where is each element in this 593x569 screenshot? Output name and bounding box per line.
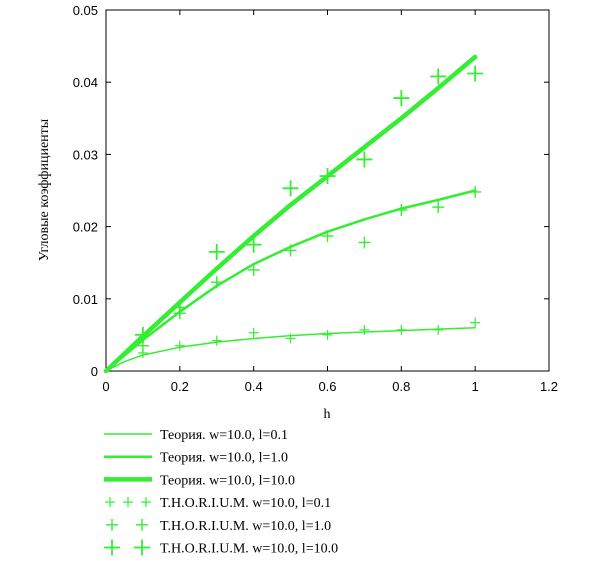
x-tick-label: 0.2: [171, 379, 189, 394]
data-point: [467, 65, 484, 82]
legend-label: Теория. w=10.0, l=10.0: [160, 473, 295, 488]
series-line: [103, 54, 478, 374]
x-tick-label: 0.6: [318, 379, 336, 394]
legend-label: T.H.O.R.I.U.M. w=10.0, l=1.0: [160, 519, 331, 534]
x-tick-label: 0: [102, 379, 109, 394]
data-point: [208, 243, 225, 260]
data-point: [356, 151, 373, 168]
legend-item: Теория. w=10.0, l=10.0: [104, 473, 295, 488]
series-1: [105, 326, 476, 372]
x-axis-title: h: [324, 407, 331, 422]
data-point: [358, 236, 371, 249]
legend-label: T.H.O.R.I.U.M. w=10.0, l=0.1: [160, 496, 331, 511]
series-layer: [103, 54, 484, 374]
data-point: [396, 324, 407, 335]
data-point: [285, 333, 296, 344]
legend-item: Теория. w=10.0, l=0.1: [104, 428, 288, 443]
data-point: [282, 180, 299, 197]
data-point: [322, 329, 333, 340]
y-tick-label: 0.05: [73, 3, 98, 18]
y-tick-label: 0.01: [73, 292, 98, 307]
legend-item: T.H.O.R.I.U.M. w=10.0, l=1.0: [106, 518, 331, 534]
legend-swatch-marker: [136, 518, 148, 531]
data-point: [432, 201, 445, 214]
data-point: [211, 335, 222, 346]
series-3: [103, 54, 478, 374]
data-point: [321, 229, 334, 242]
legend-swatch-marker: [106, 518, 118, 531]
x-tick-label: 0.4: [245, 379, 263, 394]
data-point: [247, 263, 260, 276]
series-5: [136, 185, 482, 352]
data-point: [248, 327, 259, 338]
data-point: [430, 68, 447, 85]
legend-label: Теория. w=10.0, l=0.1: [160, 428, 288, 443]
data-point: [134, 326, 151, 343]
legend-item: T.H.O.R.I.U.M. w=10.0, l=10.0: [104, 539, 338, 557]
legend: Теория. w=10.0, l=0.1 Теория. w=10.0, l=1…: [104, 428, 338, 557]
data-point: [171, 299, 188, 316]
series-2: [104, 189, 477, 373]
data-point: [284, 244, 297, 257]
x-tick-label: 1: [472, 379, 479, 394]
series-line: [104, 189, 477, 373]
series-line: [105, 326, 476, 372]
legend-label: T.H.O.R.I.U.M. w=10.0, l=10.0: [160, 542, 338, 557]
legend-swatch-marker: [104, 539, 120, 556]
x-tick-label: 0.8: [392, 379, 410, 394]
legend-item: Теория. w=10.0, l=1.0: [104, 451, 288, 466]
y-tick-label: 0.04: [73, 75, 98, 90]
y-tick-label: 0: [91, 364, 98, 379]
y-axis-ticks: 0 0.01 0.02 0.03 0.04 0.05: [73, 3, 549, 379]
y-tick-label: 0.03: [73, 147, 98, 162]
data-point: [433, 324, 444, 335]
legend-swatch-marker: [123, 497, 133, 508]
x-axis-ticks: 0 0.2 0.4 0.6 0.8 1 1.2: [102, 10, 558, 394]
legend-label: Теория. w=10.0, l=1.0: [160, 451, 288, 466]
legend-swatch-marker: [134, 539, 150, 556]
legend-item: T.H.O.R.I.U.M. w=10.0, l=0.1: [105, 496, 331, 511]
series-6: [134, 65, 484, 343]
y-tick-label: 0.02: [73, 220, 98, 235]
data-point: [469, 185, 482, 198]
data-point: [174, 340, 185, 351]
series-4: [137, 317, 481, 358]
legend-swatch-marker: [105, 497, 115, 508]
data-point: [245, 236, 262, 253]
data-point: [319, 168, 336, 185]
legend-swatch-marker: [141, 497, 151, 508]
data-point: [393, 90, 410, 107]
data-point: [210, 276, 223, 289]
data-point: [470, 317, 481, 328]
data-point: [395, 203, 408, 216]
x-tick-label: 1.2: [540, 379, 558, 394]
y-axis-title: Угловые коэффициенты: [37, 118, 52, 261]
data-point: [359, 324, 370, 335]
